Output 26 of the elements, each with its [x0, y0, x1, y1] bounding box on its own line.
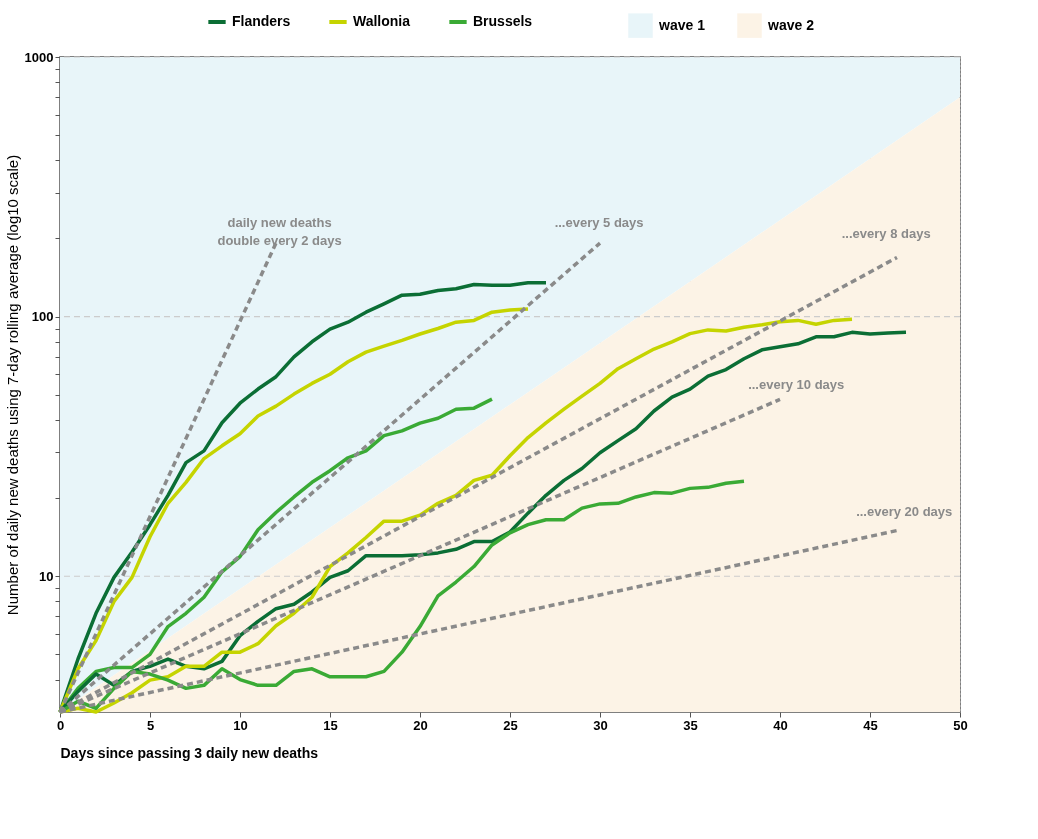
annotation: ...every 10 days [748, 377, 845, 393]
annotation: daily new deaths double every 2 days [217, 214, 342, 248]
annotation: ...every 5 days [554, 214, 644, 230]
x-tick-label: 45 [863, 717, 878, 733]
legend-label: wave 1 [658, 16, 706, 33]
x-tick-label: 50 [953, 717, 968, 733]
y-tick-label: 10 [39, 568, 54, 584]
legend-label: Wallonia [353, 13, 411, 29]
x-tick-label: 15 [323, 717, 338, 733]
y-tick-label: 1000 [24, 49, 54, 65]
x-tick-label: 30 [593, 717, 608, 733]
x-tick-label: 0 [56, 717, 65, 733]
y-axis-title: Number of daily new deaths using 7-day rolling average (log10 scale) [3, 154, 21, 616]
x-tick-label: 10 [233, 717, 248, 733]
y-tick-label: 100 [31, 309, 54, 325]
legend-label: wave 2 [767, 16, 815, 33]
x-axis-title: Days since passing 3 daily new deaths [60, 744, 319, 761]
x-tick-label: 20 [413, 717, 428, 733]
x-tick-label: 35 [683, 717, 698, 733]
x-tick-label: 40 [773, 717, 788, 733]
legend-label: Flanders [232, 13, 291, 29]
annotation: ...every 8 days [841, 226, 931, 242]
legend-label: Brussels [473, 13, 533, 29]
x-tick-label: 5 [146, 717, 155, 733]
annotation: ...every 20 days [856, 503, 953, 519]
x-tick-label: 25 [503, 717, 518, 733]
